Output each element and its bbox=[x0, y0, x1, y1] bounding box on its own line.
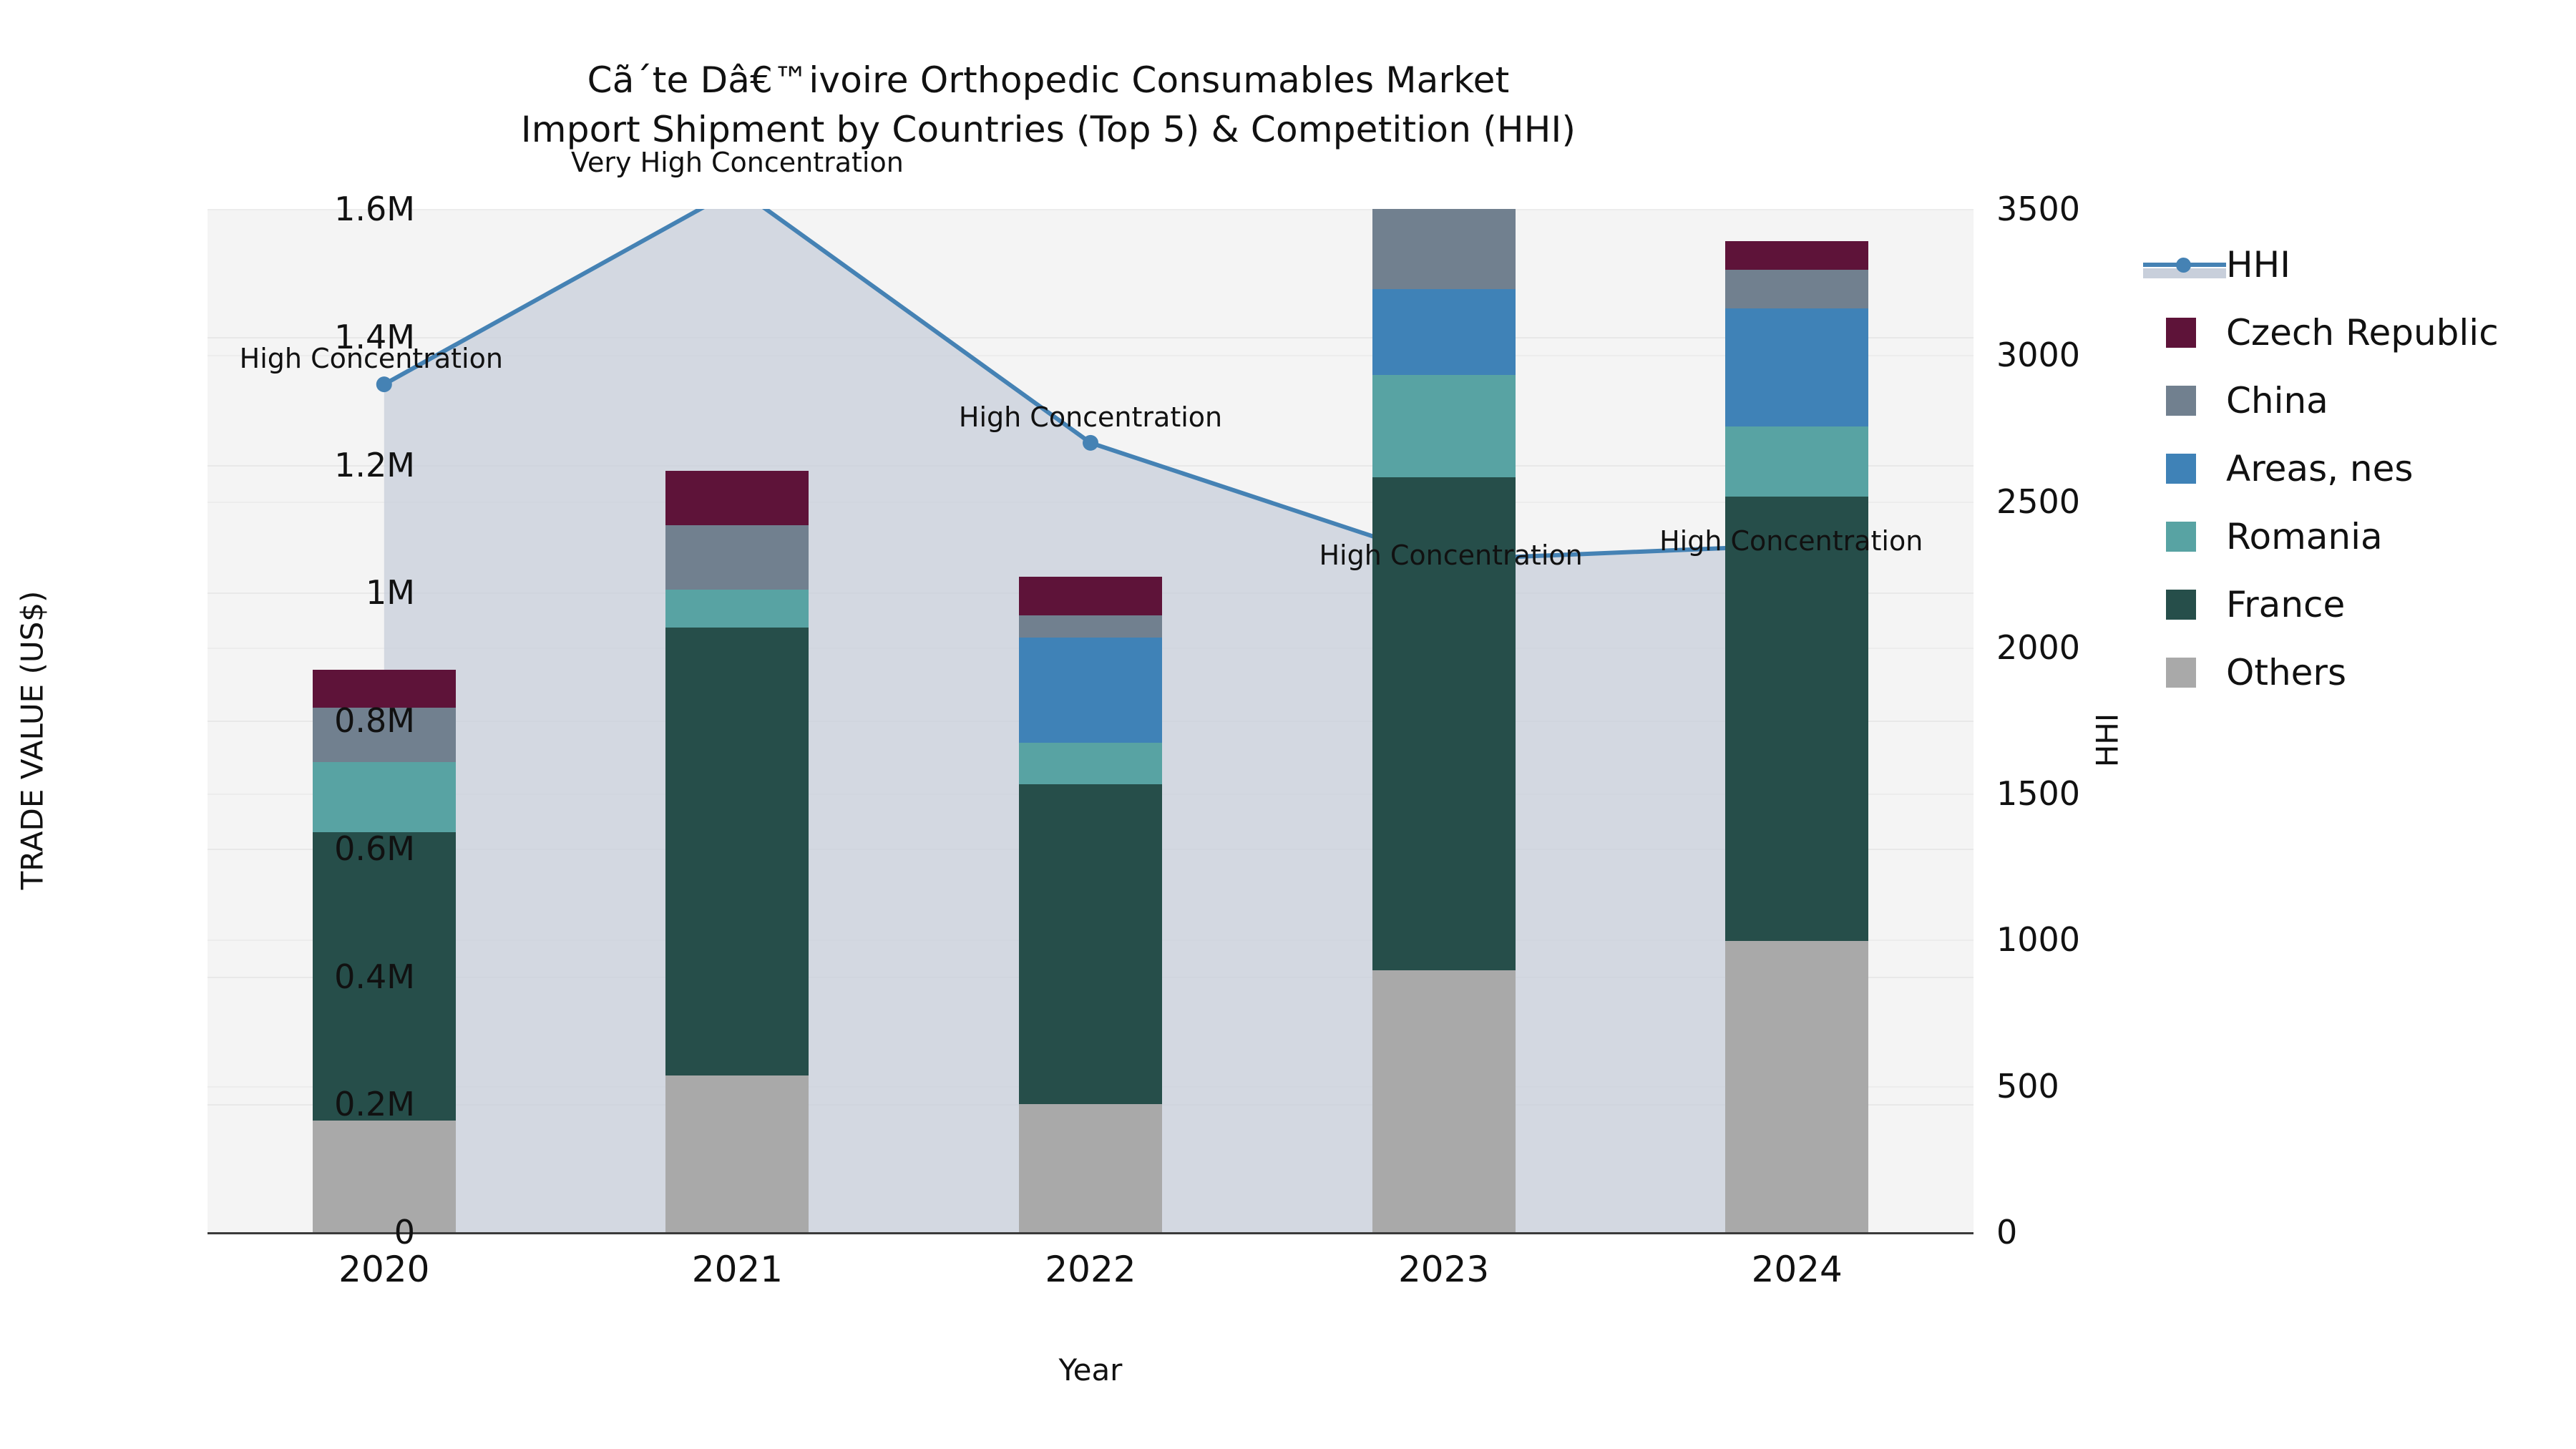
legend-color-swatch bbox=[2166, 317, 2196, 348]
hhi-marker[interactable] bbox=[1083, 434, 1098, 451]
legend-item-france[interactable]: France bbox=[2143, 570, 2558, 638]
bar-segment[interactable] bbox=[1372, 970, 1516, 1232]
bar-group-2020 bbox=[312, 209, 456, 1232]
legend-item-areas-nes[interactable]: Areas, nes bbox=[2143, 434, 2558, 502]
legend-label: Areas, nes bbox=[2226, 447, 2414, 489]
legend-marker-dot bbox=[2176, 257, 2191, 273]
y-tick-left: 1M bbox=[366, 573, 415, 613]
x-tick-2022: 2022 bbox=[1045, 1249, 1136, 1290]
y-tick-left: 0 bbox=[394, 1213, 415, 1252]
x-tick-2024: 2024 bbox=[1751, 1249, 1843, 1290]
y-tick-right: 0 bbox=[1996, 1213, 2018, 1252]
bars-layer bbox=[208, 209, 1974, 1232]
y-tick-left: 0.8M bbox=[334, 701, 415, 740]
y-tick-right: 3500 bbox=[1996, 190, 2081, 228]
bar-group-2022 bbox=[1019, 209, 1162, 1232]
bar-segment[interactable] bbox=[665, 525, 809, 590]
bar-segment[interactable] bbox=[1019, 637, 1162, 743]
y-axis-right-title: HHI bbox=[2089, 713, 2125, 768]
y-tick-right: 500 bbox=[1996, 1066, 2059, 1106]
bar-segment[interactable] bbox=[665, 589, 809, 628]
y-tick-right: 2500 bbox=[1996, 482, 2081, 521]
bar-segment[interactable] bbox=[1019, 615, 1162, 638]
bar-group-2024 bbox=[1725, 209, 1869, 1232]
bar-segment[interactable] bbox=[1372, 477, 1516, 970]
bar-segment[interactable] bbox=[1725, 240, 1869, 270]
x-axis-line bbox=[208, 1232, 1974, 1234]
bar-segment[interactable] bbox=[1725, 497, 1869, 942]
legend-item-others[interactable]: Others bbox=[2143, 638, 2558, 706]
x-tick-2020: 2020 bbox=[338, 1249, 430, 1290]
plot-area bbox=[208, 209, 1974, 1232]
page-title: Cã´te Dâ€™ivoire Orthopedic Consumables … bbox=[0, 56, 2097, 155]
bar-segment[interactable] bbox=[1019, 743, 1162, 785]
legend-label: Others bbox=[2226, 651, 2347, 693]
y-tick-right: 1500 bbox=[1996, 774, 2081, 814]
legend: HHI Czech Republic China Areas, nes Romania F… bbox=[2143, 230, 2558, 706]
annotation-2020: High Concentration bbox=[239, 343, 503, 375]
y-tick-left: 1.6M bbox=[334, 190, 415, 228]
y-tick-left: 0.4M bbox=[334, 957, 415, 996]
gridline-right bbox=[208, 355, 1974, 357]
bar-segment[interactable] bbox=[1372, 288, 1516, 376]
legend-color-swatch bbox=[2166, 657, 2196, 688]
title-line-2: Import Shipment by Countries (Top 5) & C… bbox=[520, 109, 1576, 150]
legend-label: Romania bbox=[2226, 515, 2383, 557]
y-tick-right: 2000 bbox=[1996, 628, 2081, 667]
legend-label: Czech Republic bbox=[2226, 311, 2499, 353]
x-tick-2023: 2023 bbox=[1397, 1249, 1490, 1290]
legend-line-icon bbox=[2143, 250, 2226, 280]
gridline-left bbox=[208, 336, 1974, 338]
legend-color-swatch bbox=[2166, 521, 2196, 552]
bar-segment[interactable] bbox=[1019, 1104, 1162, 1232]
y-tick-right: 3000 bbox=[1996, 336, 2081, 375]
annotation-2021: Very High Concentration bbox=[570, 147, 904, 179]
bar-segment[interactable] bbox=[1725, 426, 1869, 497]
legend-item-romania[interactable]: Romania bbox=[2143, 502, 2558, 570]
gridline-right bbox=[208, 209, 1974, 210]
bar-segment[interactable] bbox=[312, 832, 456, 1121]
x-axis-title: Year bbox=[1058, 1352, 1123, 1387]
legend-area-swatch bbox=[2143, 268, 2226, 278]
legend-item-hhi[interactable]: HHI bbox=[2143, 230, 2558, 298]
annotation-2022: High Concentration bbox=[958, 401, 1223, 433]
bar-segment[interactable] bbox=[1372, 209, 1516, 289]
bar-segment[interactable] bbox=[1019, 576, 1162, 615]
bar-segment[interactable] bbox=[312, 1120, 456, 1232]
bar-segment[interactable] bbox=[665, 471, 809, 526]
title-line-1: Cã´te Dâ€™ivoire Orthopedic Consumables … bbox=[587, 59, 1510, 101]
hhi-marker[interactable] bbox=[376, 376, 392, 393]
bar-segment[interactable] bbox=[1372, 375, 1516, 478]
y-axis-left-title: TRADE VALUE (US$) bbox=[14, 590, 50, 890]
bar-segment[interactable] bbox=[1019, 784, 1162, 1105]
bar-group-2021 bbox=[665, 209, 809, 1232]
bar-segment[interactable] bbox=[312, 708, 456, 763]
legend-item-china[interactable]: China bbox=[2143, 366, 2558, 434]
bar-segment[interactable] bbox=[1725, 269, 1869, 308]
legend-label: HHI bbox=[2226, 243, 2290, 286]
y-tick-right: 1000 bbox=[1996, 920, 2081, 960]
x-tick-2021: 2021 bbox=[691, 1249, 784, 1290]
y-tick-left: 1.4M bbox=[334, 317, 415, 356]
bar-segment[interactable] bbox=[665, 1075, 809, 1232]
bar-segment[interactable] bbox=[1725, 308, 1869, 426]
annotation-2024: High Concentration bbox=[1659, 525, 1923, 557]
y-tick-left: 0.2M bbox=[334, 1085, 415, 1124]
bar-segment[interactable] bbox=[312, 762, 456, 833]
legend-color-swatch bbox=[2166, 589, 2196, 620]
annotation-2023: High Concentration bbox=[1319, 540, 1583, 572]
legend-label: France bbox=[2226, 583, 2346, 625]
legend-color-swatch bbox=[2166, 385, 2196, 416]
bar-segment[interactable] bbox=[1725, 941, 1869, 1232]
legend-label: China bbox=[2226, 379, 2328, 421]
y-tick-left: 1.2M bbox=[334, 445, 415, 484]
y-tick-left: 0.6M bbox=[334, 829, 415, 868]
bar-group-2023 bbox=[1372, 209, 1516, 1232]
legend-color-swatch bbox=[2166, 453, 2196, 484]
bar-segment[interactable] bbox=[312, 669, 456, 708]
legend-item-czech-republic[interactable]: Czech Republic bbox=[2143, 298, 2558, 366]
bar-segment[interactable] bbox=[665, 628, 809, 1076]
